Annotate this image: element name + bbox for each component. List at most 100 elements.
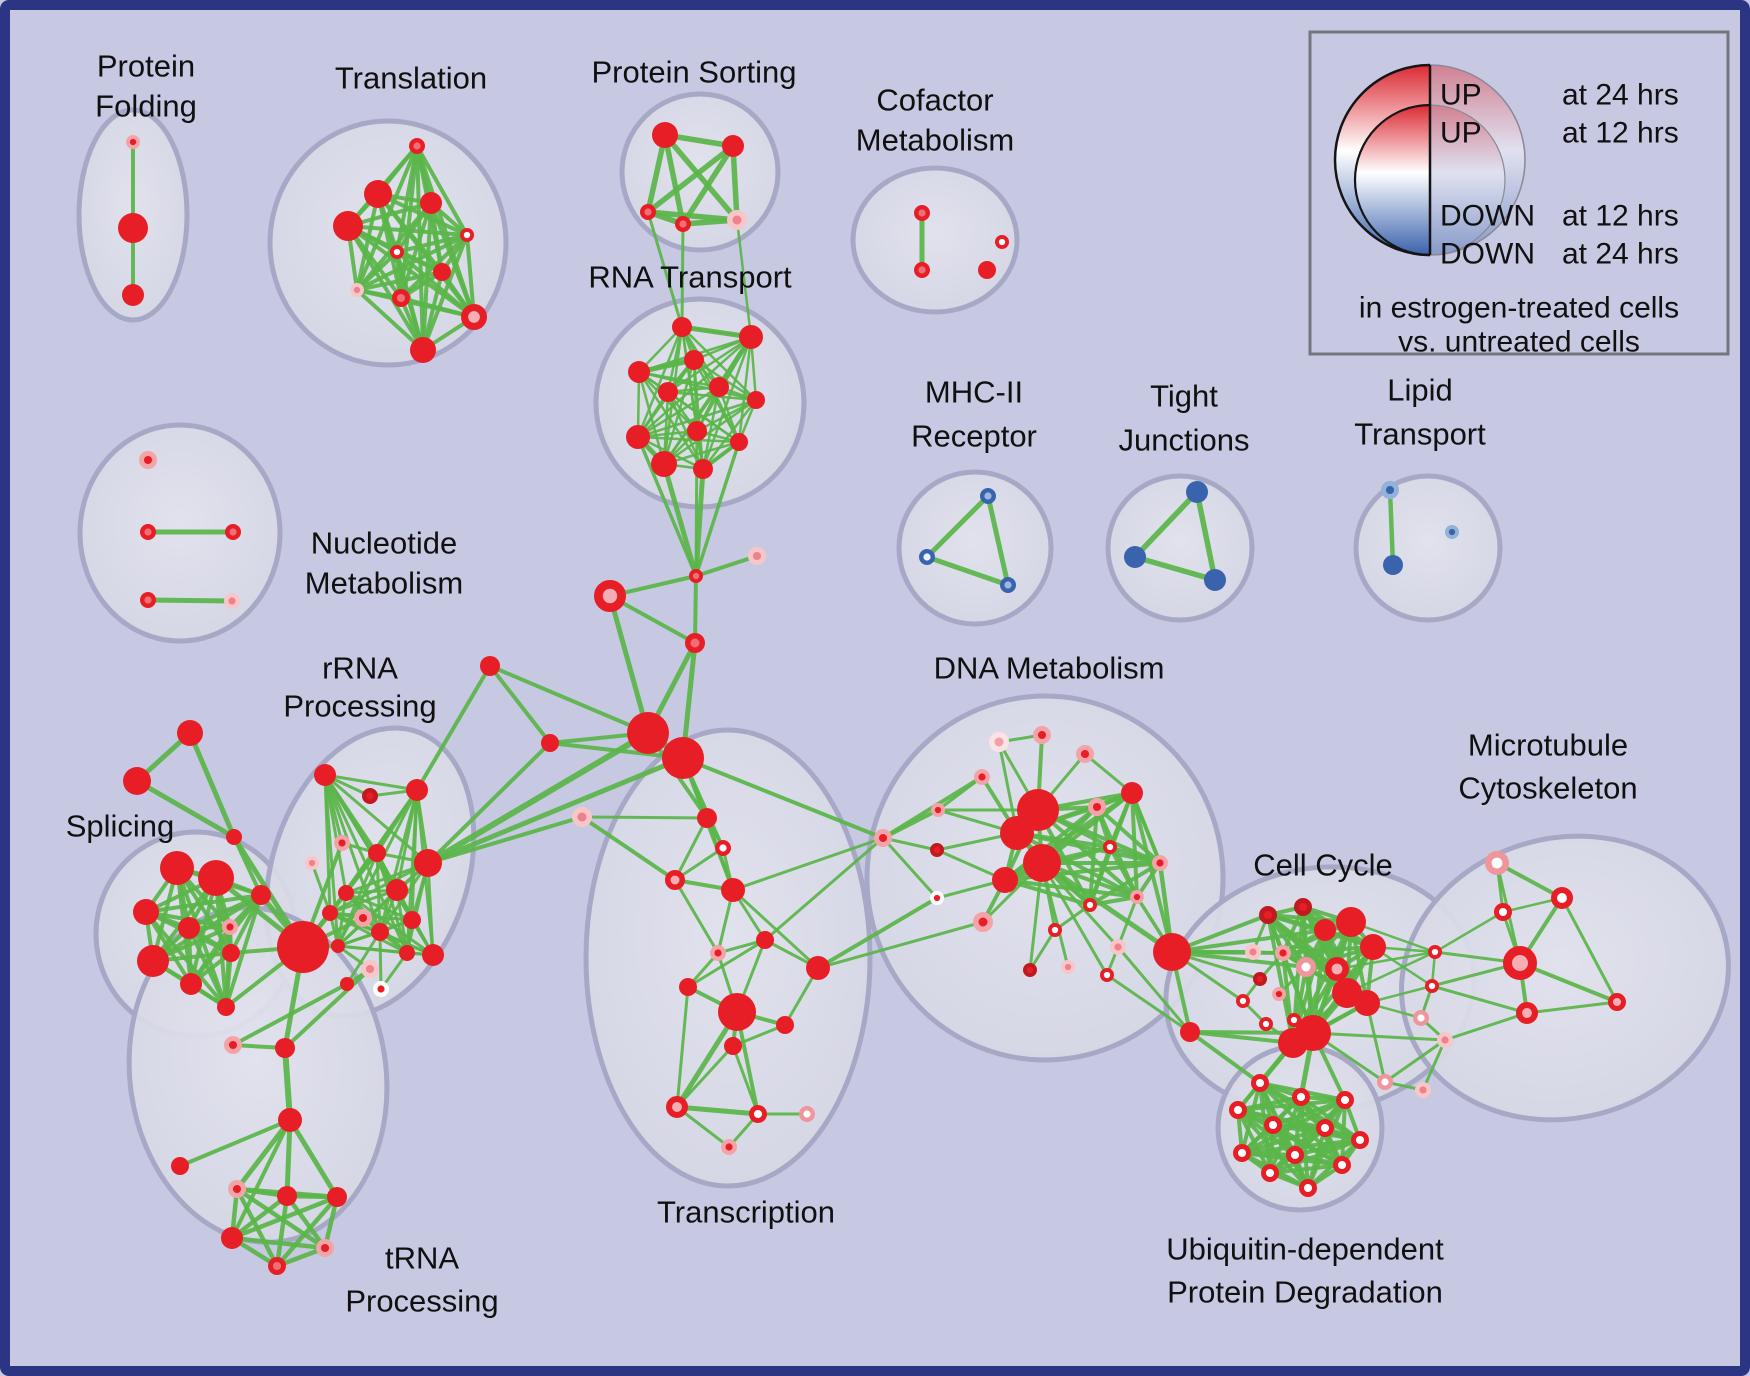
edge xyxy=(1268,1163,1344,1175)
cluster-label-cc: Cell Cycle xyxy=(1253,848,1393,883)
edge xyxy=(1132,554,1218,583)
node-dna xyxy=(1103,839,1118,854)
edge xyxy=(355,270,444,292)
node-rrna xyxy=(362,788,379,805)
node-cc xyxy=(1180,1022,1200,1042)
node-psort xyxy=(675,215,692,232)
node-splicing xyxy=(222,944,240,962)
node-rrna xyxy=(304,855,319,870)
edge xyxy=(465,233,476,319)
node-mt xyxy=(1516,1002,1539,1025)
cluster-label-trna: Processing xyxy=(345,1284,498,1319)
node-mt xyxy=(1425,978,1440,993)
node-ub xyxy=(1291,1087,1310,1106)
node-mhc xyxy=(1000,577,1017,594)
node-splicing xyxy=(160,851,194,885)
edge xyxy=(1003,878,1139,899)
edge xyxy=(580,815,709,820)
node-translation xyxy=(409,137,426,154)
cluster-label-mhc: MHC-II xyxy=(925,375,1023,410)
node-translation xyxy=(433,263,451,281)
node-tight xyxy=(1124,546,1146,568)
node-rrna xyxy=(340,977,354,991)
edge xyxy=(323,773,344,845)
edge xyxy=(636,398,758,439)
edge xyxy=(607,593,651,736)
node-rrna xyxy=(334,835,351,852)
edge xyxy=(1028,928,1057,972)
node-ub xyxy=(1332,1155,1351,1174)
legend-time-0: at 24 hrs xyxy=(1562,79,1679,112)
legend-time-1: at 12 hrs xyxy=(1562,117,1679,150)
edge xyxy=(645,132,668,215)
node-dna xyxy=(1083,897,1098,912)
edge xyxy=(323,773,430,865)
node-rrna xyxy=(373,981,390,998)
node-rrna xyxy=(371,923,389,941)
edge xyxy=(488,664,650,735)
edge xyxy=(1015,831,1162,865)
edge xyxy=(344,861,430,895)
node-cc xyxy=(1360,934,1386,960)
edge xyxy=(637,370,705,471)
node-tight xyxy=(1204,569,1226,591)
node-translation xyxy=(333,211,363,241)
node-transcription xyxy=(715,840,732,857)
node-transcription xyxy=(718,993,756,1031)
edge xyxy=(231,982,349,1047)
node-transcription xyxy=(756,931,774,949)
node-psort xyxy=(652,122,678,148)
edge xyxy=(1108,845,1162,865)
edge xyxy=(323,773,382,934)
node-translation xyxy=(349,282,364,297)
legend-time-2: at 12 hrs xyxy=(1562,200,1679,233)
legend-time-3: at 24 hrs xyxy=(1562,238,1679,271)
node-splicing xyxy=(177,720,203,746)
edge xyxy=(1132,489,1200,560)
edge xyxy=(1170,928,1327,954)
node-psort xyxy=(722,135,744,157)
edge xyxy=(881,836,939,900)
node-rnat xyxy=(747,391,765,409)
node-hub xyxy=(480,656,500,676)
node-protein-folding xyxy=(122,284,144,306)
node-hub xyxy=(277,921,329,973)
node-ub xyxy=(1298,1178,1317,1197)
shell-cofactor xyxy=(850,165,1020,315)
cluster-label-transcription: Transcription xyxy=(657,1195,835,1230)
edge xyxy=(1281,951,1295,1045)
node-cc xyxy=(1287,1012,1302,1027)
node-cofactor xyxy=(978,261,996,279)
node-dna xyxy=(929,890,944,905)
node-protein-folding xyxy=(118,213,148,243)
edge xyxy=(178,1118,292,1168)
node-rnat xyxy=(684,350,704,370)
node-hub xyxy=(572,807,592,827)
node-translation xyxy=(459,228,474,243)
node-trna xyxy=(224,1035,243,1054)
node-rnat xyxy=(709,377,729,397)
node-splicing xyxy=(133,899,159,925)
edge xyxy=(636,435,698,578)
node-splicing xyxy=(123,767,151,795)
node-cc xyxy=(1253,971,1268,986)
node-dna xyxy=(1121,782,1143,804)
node-cc xyxy=(1259,1016,1274,1031)
edge xyxy=(816,896,939,970)
edge xyxy=(151,893,263,963)
edge xyxy=(336,861,430,948)
node-rrna xyxy=(403,911,421,929)
edge xyxy=(395,250,476,319)
edge xyxy=(345,930,382,986)
legend-direction-2: DOWN xyxy=(1440,200,1535,233)
node-protein-folding xyxy=(126,135,141,150)
node-rrna xyxy=(338,885,354,901)
legend-direction-3: DOWN xyxy=(1440,238,1535,271)
node-dna xyxy=(1023,844,1061,882)
node-translation xyxy=(410,337,436,363)
node-rrna xyxy=(331,939,345,953)
node-nucleotide xyxy=(139,592,156,609)
edge xyxy=(395,233,469,254)
edge xyxy=(284,1193,328,1251)
